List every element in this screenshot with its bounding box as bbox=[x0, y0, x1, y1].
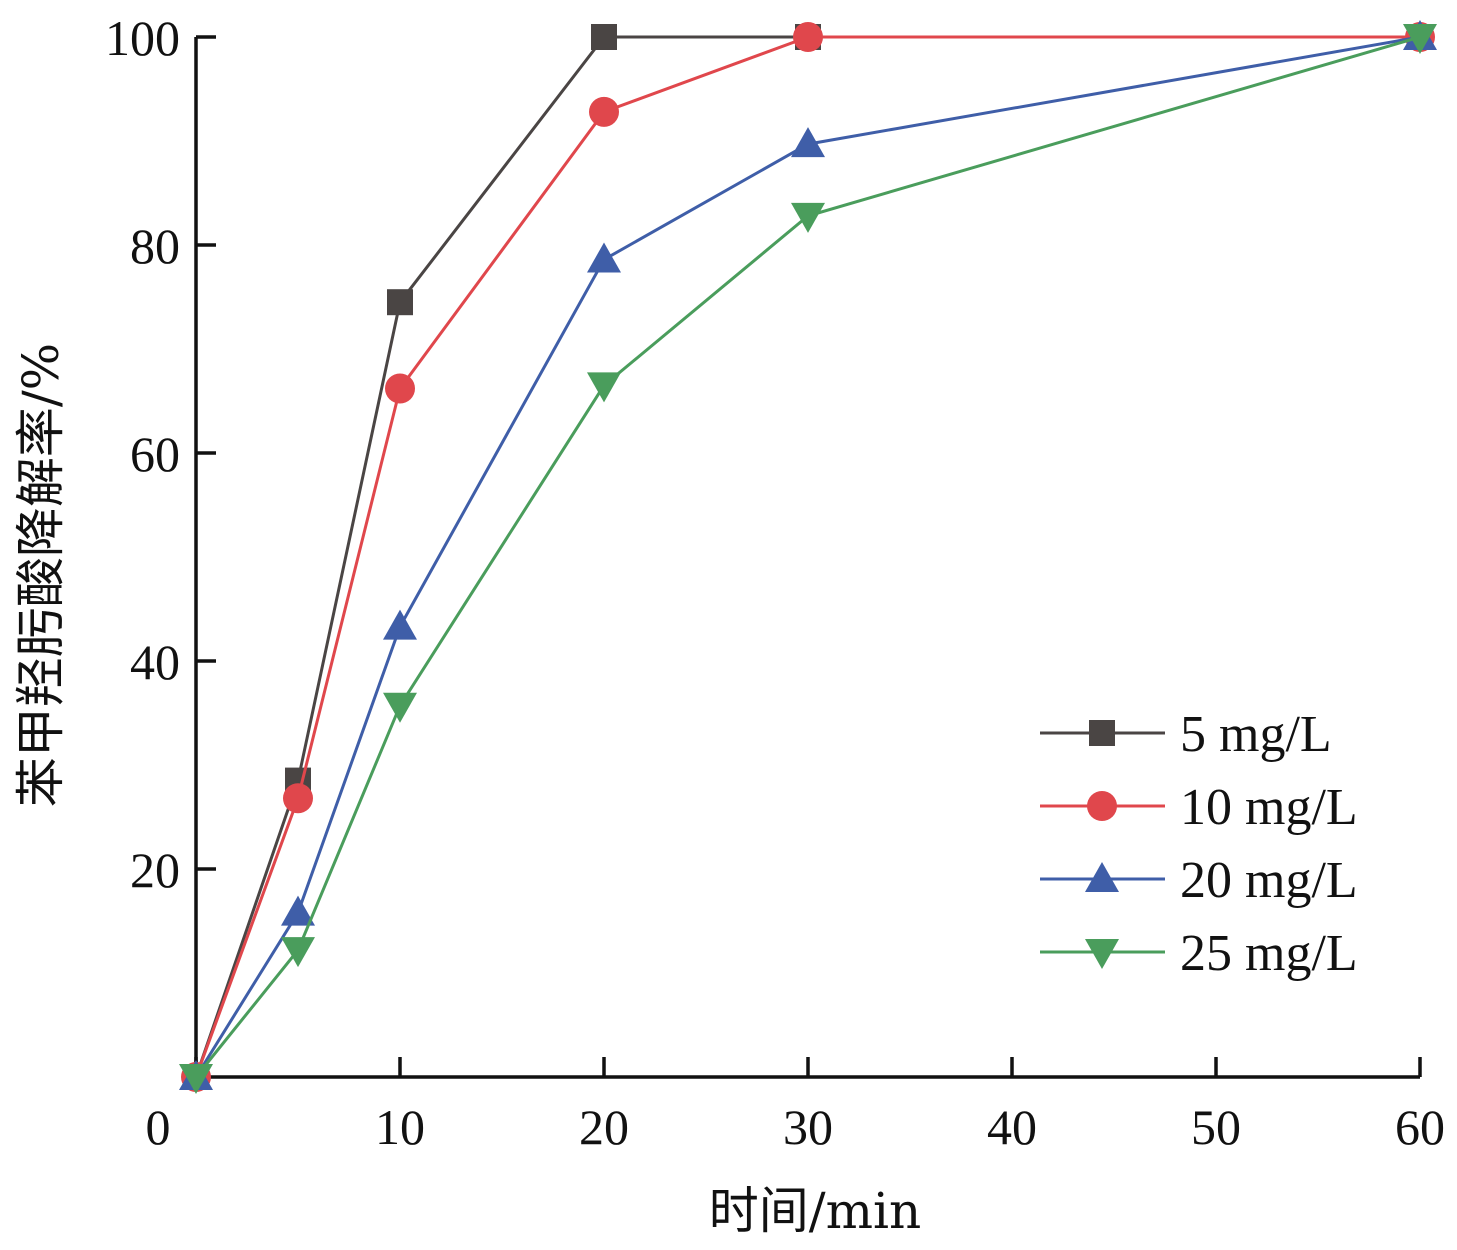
x-tick-label: 30 bbox=[783, 1099, 833, 1155]
data-point bbox=[281, 937, 315, 968]
series-line bbox=[194, 35, 1421, 1078]
legend-marker bbox=[1089, 720, 1115, 746]
x-tick-label: 0 bbox=[146, 1099, 171, 1155]
y-tick-label: 100 bbox=[105, 10, 180, 66]
legend-marker bbox=[1085, 862, 1119, 892]
data-point bbox=[791, 127, 825, 158]
axes bbox=[194, 37, 1420, 1079]
x-axis-title: 时间/min bbox=[709, 1182, 921, 1240]
legend-item: 10 mg/L bbox=[1040, 779, 1358, 836]
data-point bbox=[1403, 24, 1437, 54]
data-point bbox=[591, 24, 617, 50]
data-point bbox=[791, 202, 825, 233]
data-point bbox=[387, 289, 413, 316]
data-point bbox=[587, 242, 621, 273]
x-tick-label: 60 bbox=[1395, 1099, 1445, 1155]
series-4 bbox=[179, 24, 1437, 1094]
data-point bbox=[179, 1064, 213, 1094]
ticks: 0 10 20 30 40 50 60 20 40 60 80 100 bbox=[105, 10, 1445, 1155]
legend-item: 25 mg/L bbox=[1040, 925, 1358, 982]
x-tick-label: 50 bbox=[1191, 1099, 1241, 1155]
data-point bbox=[587, 372, 621, 403]
legend-label: 5 mg/L bbox=[1180, 706, 1332, 763]
series-line bbox=[194, 35, 1420, 1078]
series-2 bbox=[181, 22, 1435, 1092]
y-tick-label: 20 bbox=[130, 842, 180, 898]
x-tick-label: 40 bbox=[987, 1099, 1037, 1155]
y-tick-label: 80 bbox=[130, 218, 180, 274]
data-point bbox=[793, 22, 823, 52]
data-point bbox=[589, 96, 619, 127]
series-line bbox=[194, 35, 1421, 1078]
legend-label: 20 mg/L bbox=[1180, 852, 1358, 909]
x-tick-label: 20 bbox=[579, 1099, 629, 1155]
data-point bbox=[283, 783, 313, 814]
legend-marker bbox=[1085, 939, 1119, 969]
data-point bbox=[281, 895, 315, 926]
series-line bbox=[194, 35, 1420, 1078]
data-point bbox=[385, 373, 415, 404]
legend-marker bbox=[1087, 791, 1117, 821]
legend-item: 5 mg/L bbox=[1040, 706, 1332, 763]
legend-item: 20 mg/L bbox=[1040, 852, 1358, 909]
series-layer bbox=[179, 20, 1437, 1094]
data-point bbox=[383, 692, 417, 723]
x-tick-label: 10 bbox=[375, 1099, 425, 1155]
data-point bbox=[383, 609, 417, 640]
y-tick-label: 60 bbox=[130, 426, 180, 482]
legend-label: 10 mg/L bbox=[1180, 779, 1358, 836]
legend: 5 mg/L 10 mg/L 20 mg/L 25 mg/L bbox=[1040, 706, 1358, 982]
y-tick-label: 40 bbox=[130, 634, 180, 690]
legend-label: 25 mg/L bbox=[1180, 925, 1358, 982]
y-axis-title: 苯甲羟肟酸降解率/% bbox=[12, 343, 70, 807]
